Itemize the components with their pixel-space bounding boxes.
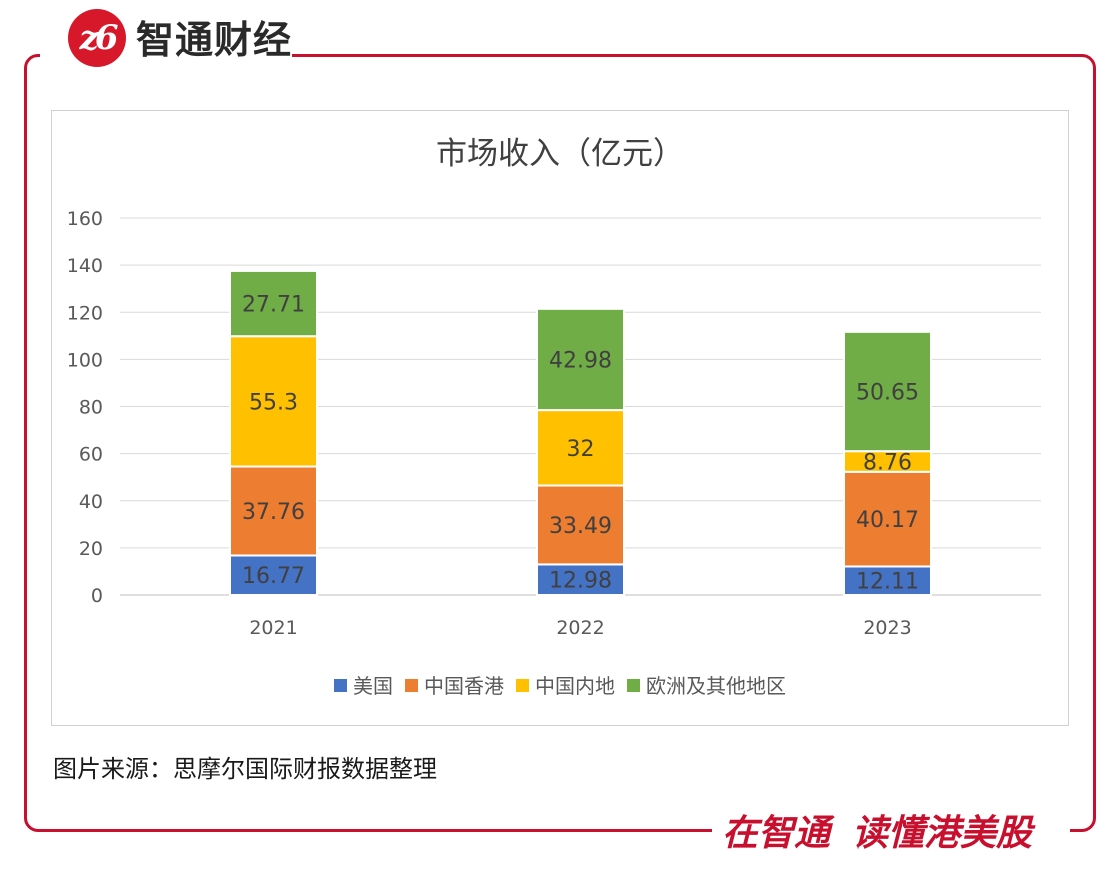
y-tick-label: 0 — [91, 585, 103, 607]
data-label: 27.71 — [242, 293, 305, 318]
chart-title: 市场收入（亿元） — [436, 136, 684, 172]
x-tick-label: 2021 — [249, 617, 297, 639]
data-label: 42.98 — [549, 348, 612, 373]
data-label: 8.76 — [863, 450, 912, 475]
data-label: 37.76 — [242, 500, 305, 525]
x-tick-label: 2022 — [556, 617, 604, 639]
x-tick-label: 2023 — [863, 617, 911, 639]
bar-segment — [536, 563, 625, 597]
slogan: 在智通 读懂港美股 — [722, 810, 1032, 858]
legend-label: 美国 — [353, 674, 393, 698]
legend-item: 中国内地 — [516, 672, 615, 700]
bar-segment — [536, 484, 625, 566]
legend-item: 欧洲及其他地区 — [627, 672, 786, 700]
red-frame — [24, 54, 1096, 832]
bar-segment — [536, 307, 625, 412]
legend-label: 欧洲及其他地区 — [646, 674, 786, 698]
legend-swatch — [405, 679, 418, 692]
data-label: 12.11 — [856, 570, 919, 595]
y-tick-label: 40 — [79, 491, 103, 513]
data-label: 33.49 — [549, 514, 612, 539]
slogan-right: 读懂港美股 — [852, 813, 1033, 854]
data-label: 12.98 — [549, 569, 612, 594]
bar-segment — [843, 330, 932, 453]
legend-swatch — [334, 679, 347, 692]
data-label: 55.3 — [249, 390, 298, 415]
bar-segment — [229, 269, 318, 338]
y-tick-label: 100 — [67, 349, 103, 371]
y-tick-label: 80 — [79, 397, 103, 419]
chart-legend: 美国 中国香港 中国内地 欧洲及其他地区 — [51, 672, 1069, 700]
brand-name: 智通财经 — [136, 18, 293, 62]
y-tick-label: 20 — [79, 538, 103, 560]
y-tick-label: 60 — [79, 444, 103, 466]
legend-swatch — [516, 679, 529, 692]
legend-label: 中国香港 — [424, 674, 504, 698]
legend-item: 美国 — [334, 672, 393, 700]
bar-segment — [536, 409, 625, 487]
legend-swatch — [627, 679, 640, 692]
data-label: 32 — [567, 437, 595, 462]
data-label: 16.77 — [242, 564, 305, 589]
y-tick-label: 160 — [67, 208, 103, 230]
slogan-left: 在智通 — [722, 813, 831, 854]
legend-item: 中国香港 — [405, 672, 504, 700]
data-label: 40.17 — [856, 508, 919, 533]
legend-label: 中国内地 — [535, 674, 615, 698]
y-tick-label: 140 — [67, 255, 103, 277]
brand-logo-icon: z6 — [68, 9, 126, 67]
source-note: 图片来源：思摩尔国际财报数据整理 — [53, 755, 437, 783]
frame-gap-bottom — [712, 820, 1070, 844]
bar-segment — [843, 470, 932, 568]
y-tick-label: 120 — [67, 302, 103, 324]
data-label: 50.65 — [856, 381, 919, 406]
